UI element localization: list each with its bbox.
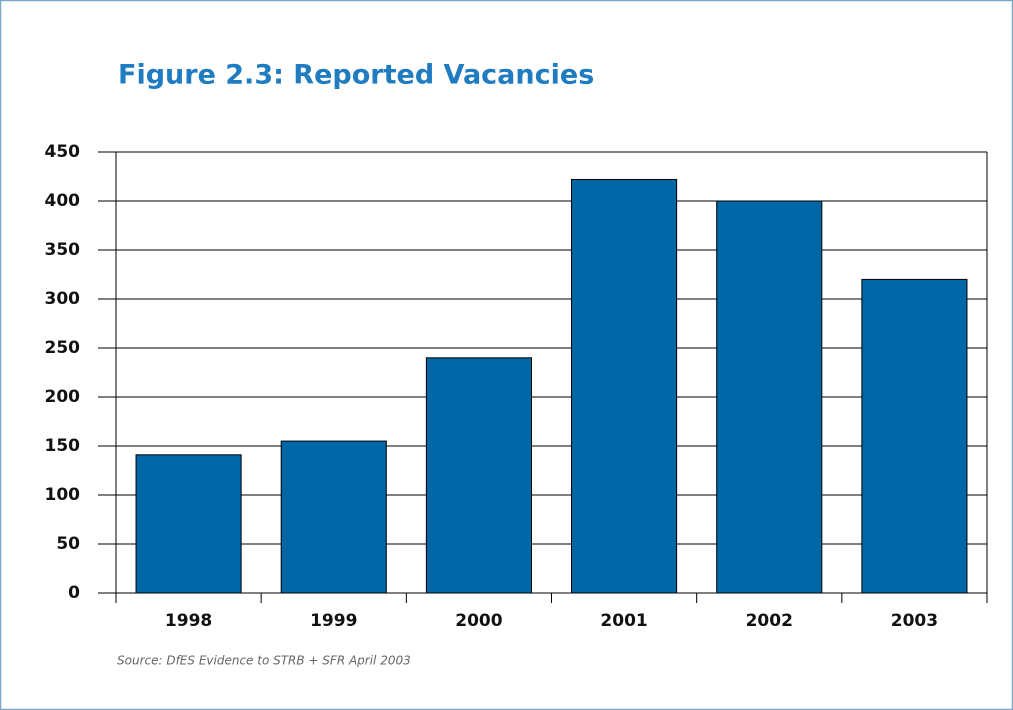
bar xyxy=(280,440,387,594)
bar xyxy=(571,178,678,594)
y-tick-label: 350 xyxy=(45,240,81,260)
x-tick-label: 2000 xyxy=(455,611,502,631)
bar xyxy=(861,278,968,594)
x-tick-label: 2001 xyxy=(600,611,647,631)
y-tick-label: 50 xyxy=(56,534,80,554)
y-tick-label: 300 xyxy=(45,289,81,309)
y-tick-label: 150 xyxy=(45,436,81,456)
y-tick-label: 450 xyxy=(45,142,81,162)
y-tick-label: 200 xyxy=(45,387,81,407)
y-tick-label: 100 xyxy=(45,485,81,505)
x-tick-label: 2003 xyxy=(891,611,938,631)
y-tick-label: 400 xyxy=(45,191,81,211)
bar xyxy=(425,357,532,594)
source-note: Source: DfES Evidence to STRB + SFR Apri… xyxy=(117,654,411,668)
x-tick-label: 1999 xyxy=(310,611,357,631)
y-tick-label: 0 xyxy=(68,583,80,603)
x-tick-label: 1998 xyxy=(165,611,212,631)
y-tick-label: 250 xyxy=(45,338,81,358)
x-tick-label: 2002 xyxy=(746,611,793,631)
chart-title: Figure 2.3: Reported Vacancies xyxy=(118,60,594,91)
bar xyxy=(135,454,242,594)
bar xyxy=(716,200,823,594)
